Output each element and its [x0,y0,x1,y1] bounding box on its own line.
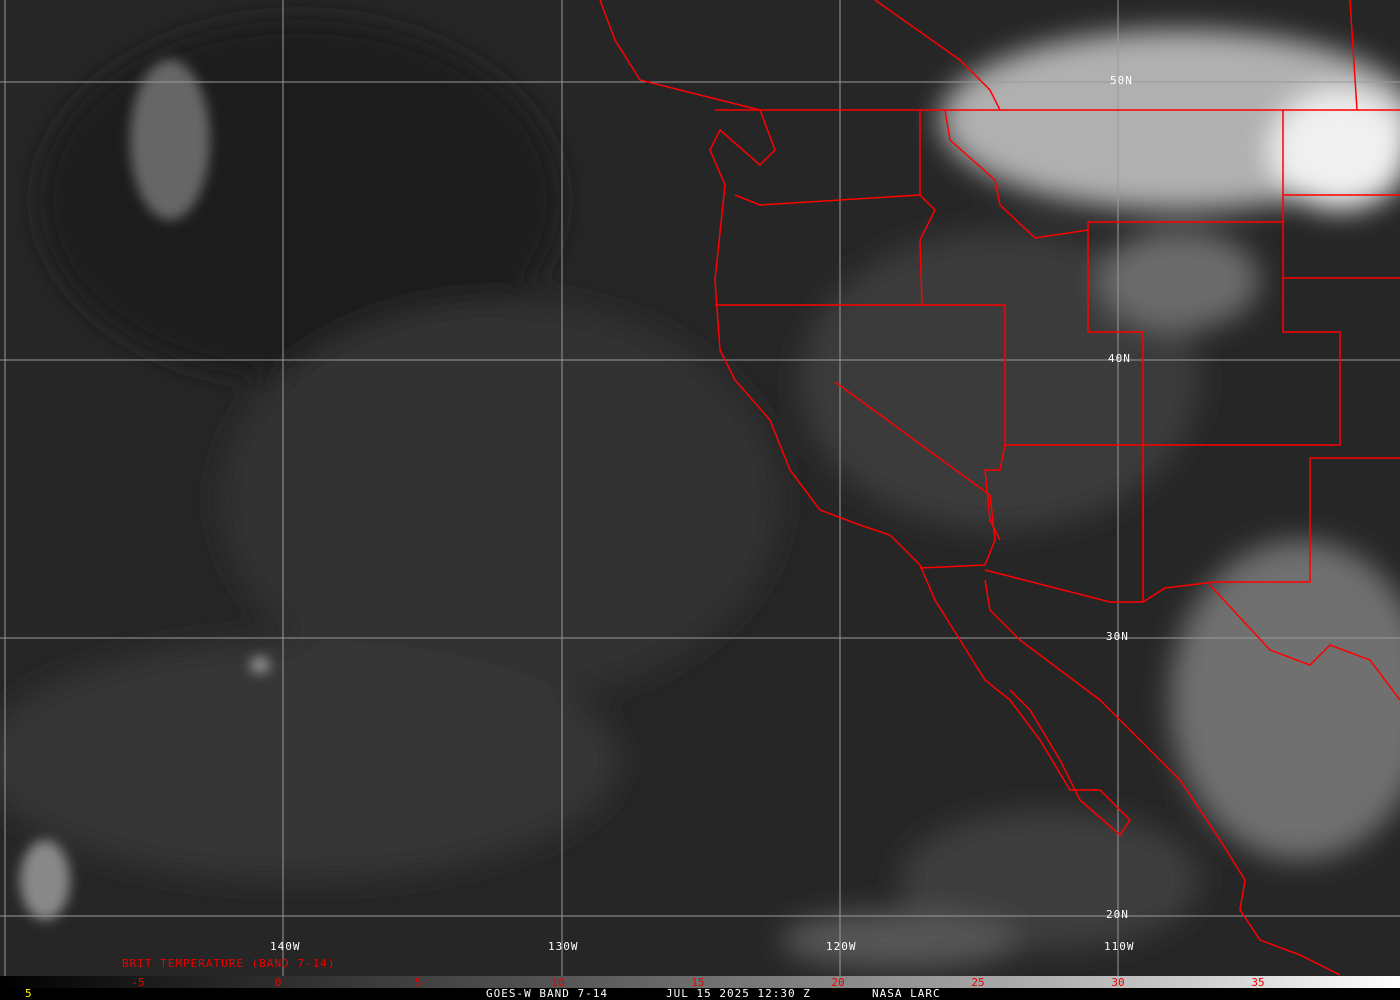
colorbar-tick: 35 [1251,976,1265,989]
lon-label-130w: 130W [548,940,579,953]
colorbar-tick: -5 [131,976,145,989]
lat-label-30n: 30N [1106,630,1129,643]
lon-label-110w: 110W [1104,940,1135,953]
cloud-field [0,20,1400,970]
colorbar-tick: 0 [274,976,282,989]
colorbar-tick: 5 [414,976,422,989]
lat-label-40n: 40N [1108,352,1131,365]
lat-label-20n: 20N [1106,908,1129,921]
colorbar-tick: 30 [1111,976,1125,989]
colorbar-tick: 25 [971,976,985,989]
colorbar-left-value: 5 [25,987,33,1000]
colorbar [0,976,1400,988]
colorbar-title: BRIT TEMPERATURE (BAND 7-14) [122,957,336,970]
datetime-label: JUL 15 2025 12:30 Z [666,987,811,1000]
lat-label-50n: 50N [1110,74,1133,87]
colorbar-tick: 15 [691,976,705,989]
lon-label-140w: 140W [270,940,301,953]
colorbar-tick: 20 [831,976,845,989]
source-label: NASA LARC [872,987,941,1000]
boundaries [599,0,1400,976]
grid-lines [0,0,1400,976]
product-label: GOES-W BAND 7-14 [486,987,608,1000]
lon-label-120w: 120W [826,940,857,953]
footer-bar [0,988,1400,1000]
colorbar-tick: 10 [551,976,565,989]
